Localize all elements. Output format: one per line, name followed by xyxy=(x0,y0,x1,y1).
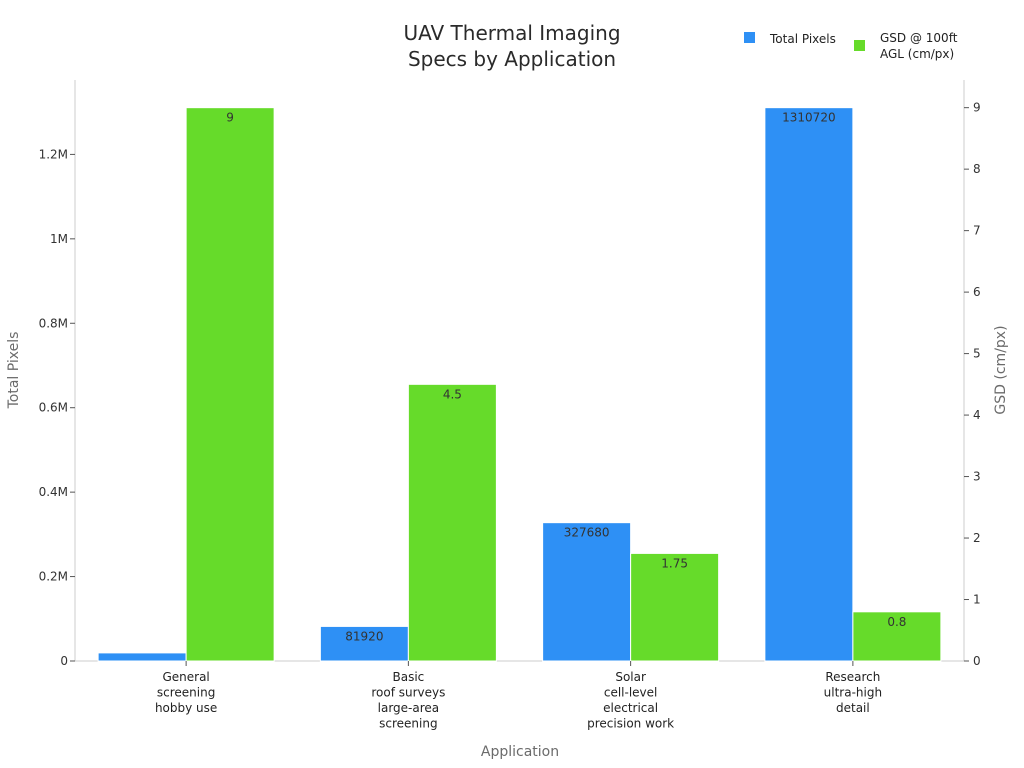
x-tick-label: screening xyxy=(157,686,215,700)
legend-swatch-gsd xyxy=(854,40,865,51)
x-tick-label: screening xyxy=(379,717,437,731)
bar-value-label: 9 xyxy=(226,111,234,125)
y-tick-label-left: 0 xyxy=(60,654,68,668)
y-tick-label-right: 9 xyxy=(973,101,981,115)
bar xyxy=(97,652,187,662)
chart-title-line-1: UAV Thermal Imaging xyxy=(403,21,620,45)
y-axis-title-left: Total Pixels xyxy=(6,332,22,410)
bar xyxy=(852,611,942,662)
x-tick-label: Solar xyxy=(615,670,646,684)
bar xyxy=(407,383,497,662)
y-tick-label-right: 5 xyxy=(973,347,981,361)
legend-label-total-pixels: Total Pixels xyxy=(769,32,836,46)
x-tick-label: Research xyxy=(825,670,880,684)
y-tick-label-right: 3 xyxy=(973,470,981,484)
legend-label-gsd-line-1: GSD @ 100ft xyxy=(880,31,958,45)
chart-title-line-2: Specs by Application xyxy=(408,47,616,71)
x-tick-label: General xyxy=(162,670,209,684)
x-tick-label: ultra-high xyxy=(824,686,882,700)
y-tick-label-right: 0 xyxy=(973,654,981,668)
bar xyxy=(764,107,854,662)
y-axis-title-right: GSD (cm/px) xyxy=(993,325,1009,414)
y-tick-label-left: 0.4M xyxy=(39,485,68,499)
y-tick-label-left: 0.6M xyxy=(39,401,68,415)
plot-area: 0 0.2M 0.4M 0.6M 0.8M 1M 1.2M 0 1 2 3 4 5 6 7 8 9 9 Genera… xyxy=(39,80,981,731)
bar-value-label: 1.75 xyxy=(661,556,688,570)
y-tick-label-right: 6 xyxy=(973,285,981,299)
legend-swatch-total-pixels xyxy=(744,32,755,43)
y-tick-label-left: 1M xyxy=(50,232,68,246)
x-tick-label: cell-level xyxy=(604,686,658,700)
x-tick-label: electrical xyxy=(603,701,658,715)
y-tick-label-left: 0.2M xyxy=(39,570,68,584)
bar xyxy=(542,522,632,662)
x-tick-label: roof surveys xyxy=(371,686,445,700)
x-tick-label: large-area xyxy=(378,701,440,715)
y-tick-label-left: 0.8M xyxy=(39,316,68,330)
x-tick-label: Basic xyxy=(392,670,424,684)
bar xyxy=(630,552,720,662)
bar-value-label: 81920 xyxy=(345,629,383,643)
x-axis-title: Application xyxy=(481,744,559,760)
bar-value-label: 4.5 xyxy=(443,387,462,401)
y-tick-label-right: 4 xyxy=(973,408,981,422)
bar-value-label: 327680 xyxy=(564,526,610,540)
bar-value-label: 1310720 xyxy=(782,111,835,125)
x-tick-label: detail xyxy=(836,701,870,715)
y-tick-label-right: 7 xyxy=(973,224,981,238)
legend: Total Pixels GSD @ 100ft AGL (cm/px) xyxy=(744,31,958,61)
legend-label-gsd-line-2: AGL (cm/px) xyxy=(880,47,954,61)
y-tick-label-right: 1 xyxy=(973,593,981,607)
x-tick-label: precision work xyxy=(587,717,674,731)
x-tick-label: hobby use xyxy=(155,701,217,715)
bar xyxy=(185,107,275,662)
y-tick-label-right: 2 xyxy=(973,531,981,545)
y-tick-label-right: 8 xyxy=(973,162,981,176)
y-tick-label-left: 1.2M xyxy=(39,147,68,161)
bar-value-label: 0.8 xyxy=(887,615,906,629)
